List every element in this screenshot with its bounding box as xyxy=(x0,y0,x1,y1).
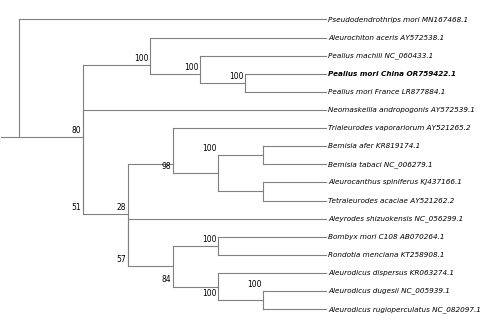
Text: Aleurodicus dugesii NC_005939.1: Aleurodicus dugesii NC_005939.1 xyxy=(328,288,450,294)
Text: Pealius mori China OR759422.1: Pealius mori China OR759422.1 xyxy=(328,71,456,77)
Text: 100: 100 xyxy=(184,63,198,72)
Text: Pealius mori France LR877884.1: Pealius mori France LR877884.1 xyxy=(328,89,446,95)
Text: Trialeurodes vaporariorum AY521265.2: Trialeurodes vaporariorum AY521265.2 xyxy=(328,125,471,131)
Text: 100: 100 xyxy=(247,280,262,289)
Text: 80: 80 xyxy=(72,126,81,135)
Text: 100: 100 xyxy=(229,72,244,81)
Text: Pealius machili NC_060433.1: Pealius machili NC_060433.1 xyxy=(328,52,434,59)
Text: 100: 100 xyxy=(202,144,216,153)
Text: Aleurodicus dispersus KR063274.1: Aleurodicus dispersus KR063274.1 xyxy=(328,270,454,276)
Text: 51: 51 xyxy=(72,203,81,212)
Text: 100: 100 xyxy=(202,235,216,244)
Text: Aleyrodes shizuokensis NC_056299.1: Aleyrodes shizuokensis NC_056299.1 xyxy=(328,215,464,222)
Text: 100: 100 xyxy=(202,289,216,298)
Text: Bombyx mori C108 AB070264.1: Bombyx mori C108 AB070264.1 xyxy=(328,234,445,240)
Text: Aleurocanthus spiniferus KJ437166.1: Aleurocanthus spiniferus KJ437166.1 xyxy=(328,179,462,186)
Text: Rondotia menciana KT258908.1: Rondotia menciana KT258908.1 xyxy=(328,252,445,258)
Text: 84: 84 xyxy=(162,275,172,284)
Text: Bemisia afer KR819174.1: Bemisia afer KR819174.1 xyxy=(328,143,420,149)
Text: Neomaskellia andropogonis AY572539.1: Neomaskellia andropogonis AY572539.1 xyxy=(328,107,475,113)
Text: 57: 57 xyxy=(116,255,126,264)
Text: Tetraleurodes acaciae AY521262.2: Tetraleurodes acaciae AY521262.2 xyxy=(328,198,454,203)
Text: 98: 98 xyxy=(162,162,172,171)
Text: Aleurochiton aceris AY572538.1: Aleurochiton aceris AY572538.1 xyxy=(328,34,444,41)
Text: Aleurodicus rugioperculatus NC_082097.1: Aleurodicus rugioperculatus NC_082097.1 xyxy=(328,306,481,313)
Text: 28: 28 xyxy=(117,203,126,212)
Text: Bemisia tabaci NC_006279.1: Bemisia tabaci NC_006279.1 xyxy=(328,161,433,168)
Text: 100: 100 xyxy=(134,54,149,63)
Text: Pseudodendrothrips mori MN167468.1: Pseudodendrothrips mori MN167468.1 xyxy=(328,17,468,22)
